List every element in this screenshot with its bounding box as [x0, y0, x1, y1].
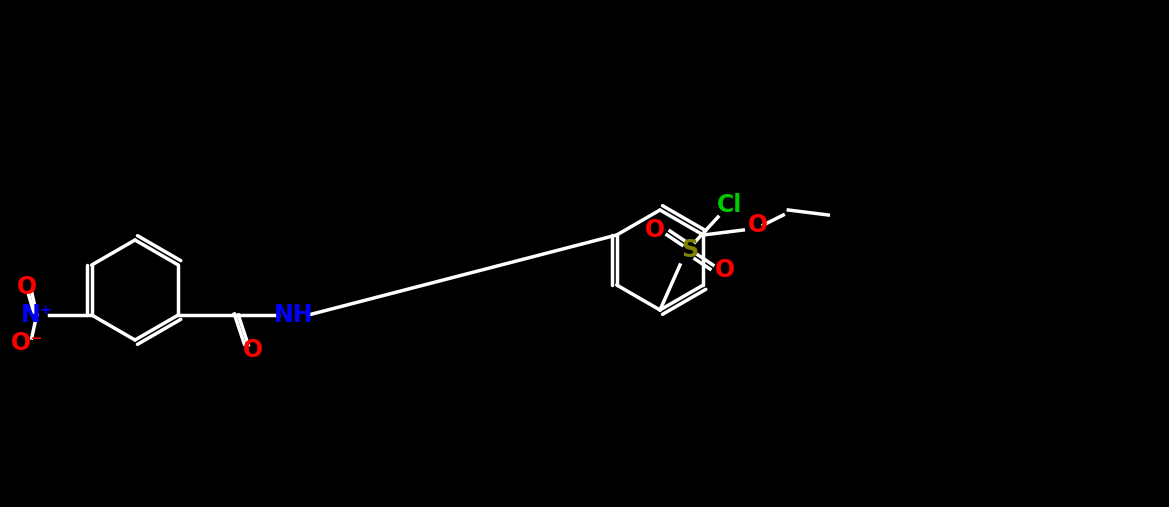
Text: O⁻: O⁻ [11, 331, 43, 355]
Text: O: O [645, 218, 665, 242]
Text: O: O [715, 258, 735, 282]
Text: N⁺: N⁺ [21, 303, 53, 327]
Text: O: O [16, 275, 36, 299]
Text: S: S [682, 238, 699, 262]
Text: O: O [748, 213, 768, 237]
Text: Cl: Cl [718, 193, 742, 217]
Text: O: O [243, 338, 263, 362]
Text: NH: NH [274, 303, 313, 327]
